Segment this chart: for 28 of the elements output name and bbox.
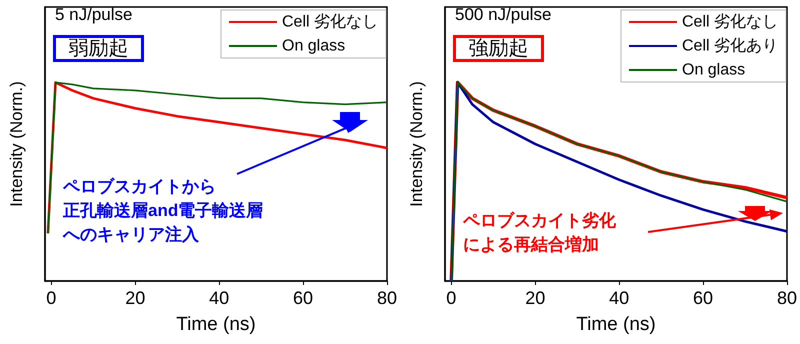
x-tick-label: 60 bbox=[693, 288, 714, 308]
annotation: ペロブスカイト劣化 bbox=[462, 211, 617, 230]
x-tick-label: 20 bbox=[125, 288, 146, 308]
legend-label: Cell 劣化あり bbox=[682, 36, 778, 54]
x-tick-label: 80 bbox=[776, 288, 798, 308]
legend-label: Cell 劣化なし bbox=[282, 12, 378, 30]
text: 強励起 bbox=[468, 38, 528, 60]
x-tick-label: 0 bbox=[446, 288, 456, 308]
annotation: 正孔輸送層and電子輸送層 bbox=[62, 201, 264, 220]
text: 500 nJ/pulse bbox=[455, 5, 552, 24]
x-tick-label: 60 bbox=[293, 288, 314, 308]
legend-label: Cell 劣化なし bbox=[682, 12, 778, 30]
annotation: による再結合増加 bbox=[463, 234, 599, 254]
y-axis-title: Intensity (Norm.) bbox=[407, 81, 426, 207]
x-tick-label: 40 bbox=[209, 288, 230, 308]
x-tick-label: 80 bbox=[376, 288, 398, 308]
y-axis-title: Intensity (Norm.) bbox=[7, 81, 26, 207]
annotation: へのキャリア注入 bbox=[62, 225, 200, 244]
x-axis-title: Time (ns) bbox=[176, 314, 256, 335]
legend-label: On glass bbox=[282, 38, 346, 54]
x-tick-label: 20 bbox=[525, 288, 546, 308]
text: 5 nJ/pulse bbox=[55, 5, 132, 24]
legend-label: On glass bbox=[682, 62, 746, 78]
text: 弱励起 bbox=[68, 38, 128, 60]
x-tick-label: 40 bbox=[609, 288, 630, 308]
x-tick-label: 0 bbox=[46, 288, 56, 308]
x-axis-title: Time (ns) bbox=[576, 314, 656, 335]
annotation: ペロブスカイトから bbox=[62, 177, 216, 196]
